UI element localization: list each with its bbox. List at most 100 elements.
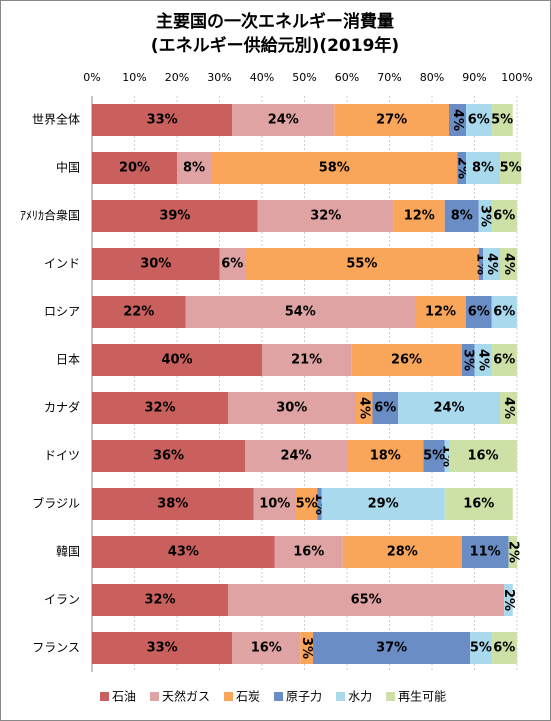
data-label: 4% (450, 109, 465, 131)
data-label: 6% (493, 641, 515, 656)
legend-swatch (100, 692, 109, 701)
data-label: 37% (376, 641, 407, 656)
y-tick-label: ロシア (44, 305, 80, 319)
x-tick-label: 60% (335, 71, 359, 84)
x-tick-label: 70% (377, 71, 401, 84)
bar-segment (334, 104, 449, 136)
bar-segment (317, 488, 322, 520)
data-label: 30% (140, 257, 171, 272)
chart-title: 主要国の一次エネルギー消費量 (156, 11, 394, 32)
bar-segment (474, 344, 492, 376)
bar-segment (274, 536, 343, 568)
bar-segment (313, 632, 471, 664)
data-label: 12% (404, 209, 435, 224)
legend-label: 石油 (112, 690, 136, 704)
data-label: 4% (501, 253, 516, 275)
x-tick-label: 80% (420, 71, 444, 84)
data-label: 24% (268, 113, 299, 128)
bar-segment (92, 440, 245, 472)
bar-segment (423, 440, 445, 472)
bar-segment (449, 440, 517, 472)
bar-segment (478, 200, 492, 232)
data-label: 28% (387, 545, 418, 560)
data-label: 6% (468, 113, 490, 128)
data-label: 6% (493, 305, 515, 320)
data-label: 6% (493, 353, 515, 368)
legend-label: 天然ガス (162, 689, 210, 704)
bar-segment (500, 152, 522, 184)
data-label: 65% (351, 593, 382, 608)
bar-segment (491, 296, 517, 328)
y-tick-label: 中国 (56, 160, 80, 175)
data-label: 4% (357, 397, 372, 419)
data-label: 4% (501, 397, 516, 419)
data-label: 58% (319, 161, 350, 176)
data-label: 21% (291, 353, 322, 368)
legend-label: 石炭 (236, 690, 260, 704)
data-label: 16% (463, 497, 494, 512)
data-label: 6% (468, 305, 490, 320)
bar-segment (461, 344, 475, 376)
x-tick-label: 100% (501, 71, 532, 84)
legend-swatch (274, 692, 284, 701)
data-label: 55% (346, 257, 377, 272)
bar-segment (92, 488, 254, 520)
x-tick-label: 0% (83, 71, 100, 84)
legend-swatch (224, 692, 234, 701)
data-label: 5% (500, 161, 522, 176)
bar-segment (253, 488, 296, 520)
data-label: 54% (285, 305, 316, 320)
data-label: 5% (423, 449, 445, 464)
data-label: 4% (476, 349, 491, 371)
data-label: 3% (461, 349, 476, 371)
bar-segment (372, 392, 398, 424)
bar-segment (444, 440, 449, 472)
legend-swatch (386, 692, 396, 701)
data-label: 32% (144, 401, 175, 416)
bar-segment (92, 104, 233, 136)
bar-segment (300, 632, 313, 664)
bar-segment (92, 248, 220, 280)
bar-segment (491, 632, 517, 664)
bar-segment (351, 344, 462, 376)
bar-segment (232, 632, 301, 664)
bar-segment (92, 584, 228, 616)
bar-segment (321, 488, 445, 520)
data-label: 16% (251, 641, 282, 656)
data-label: 3% (478, 205, 493, 227)
bar-segment (262, 344, 352, 376)
data-label: 3% (299, 637, 314, 659)
bar-segment (444, 488, 513, 520)
data-label: 8% (183, 161, 205, 176)
data-label: 11% (470, 545, 501, 560)
bar-segment (245, 440, 347, 472)
data-label: 5% (470, 641, 492, 656)
data-label: 33% (147, 641, 178, 656)
bar-segment (457, 152, 466, 184)
bar-segment (211, 152, 458, 184)
bar-segment (500, 392, 517, 424)
data-label: 32% (310, 209, 341, 224)
y-tick-label: イラン (44, 593, 80, 607)
bar-segment (347, 440, 424, 472)
bar-segment (92, 152, 177, 184)
data-label: 27% (376, 113, 407, 128)
bar-segment (466, 296, 492, 328)
bar-segment (444, 200, 479, 232)
data-label: 5% (296, 497, 318, 512)
data-label: 8% (451, 209, 473, 224)
data-label: 2% (501, 589, 516, 611)
data-label: 26% (391, 353, 422, 368)
y-tick-label: 日本 (56, 353, 80, 367)
y-tick-label: インド (44, 257, 80, 271)
bar-segment (296, 488, 318, 520)
bar-segment (92, 632, 233, 664)
bar-segment (92, 296, 186, 328)
legend-label: 原子力 (286, 690, 322, 704)
data-label: 36% (153, 449, 184, 464)
bar-segment (461, 536, 509, 568)
bar-segment (470, 632, 492, 664)
data-label: 39% (159, 209, 190, 224)
